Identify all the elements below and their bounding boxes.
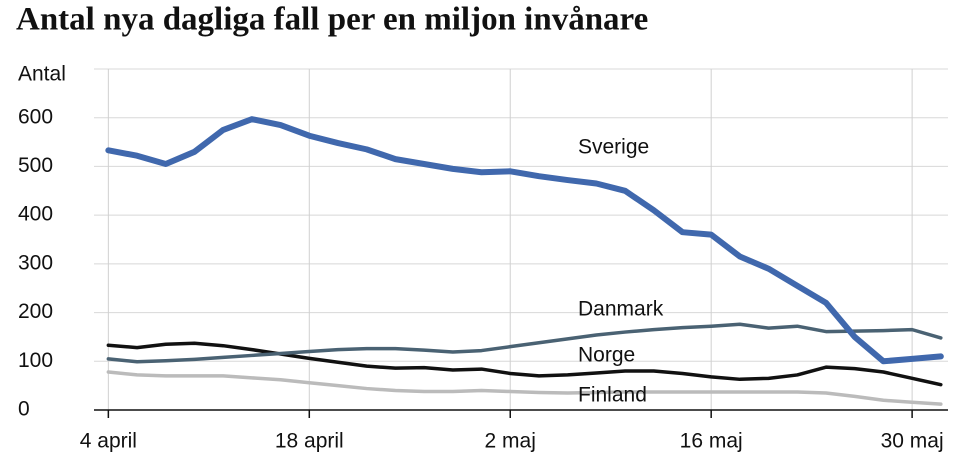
y-tick-label: 500 — [18, 154, 53, 177]
y-tick-label: 600 — [18, 105, 53, 128]
y-tick-label: 200 — [18, 300, 53, 323]
y-tick-label: 400 — [18, 203, 53, 226]
chart-title: Antal nya dagliga fall per en miljon inv… — [16, 2, 648, 38]
y-tick-label: 100 — [18, 349, 53, 372]
y-tick-label: 0 — [18, 398, 30, 421]
y-tick-label: 300 — [18, 251, 53, 274]
series-line — [106, 322, 943, 364]
x-tick-label: 18 april — [275, 430, 344, 453]
x-tick-label: 16 maj — [680, 430, 743, 453]
x-tick-label: 2 maj — [485, 430, 536, 453]
series-label: Danmark — [578, 298, 664, 321]
series-line — [105, 116, 944, 365]
x-tick-label: 4 april — [80, 430, 137, 453]
y-axis-label: Antal — [18, 63, 66, 86]
x-tick-label: 30 maj — [881, 430, 944, 453]
series-line — [106, 370, 943, 406]
series-label: Sverige — [578, 136, 649, 159]
series-label: Finland — [578, 384, 647, 407]
series-line — [106, 341, 943, 387]
series-label: Norge — [578, 344, 635, 367]
